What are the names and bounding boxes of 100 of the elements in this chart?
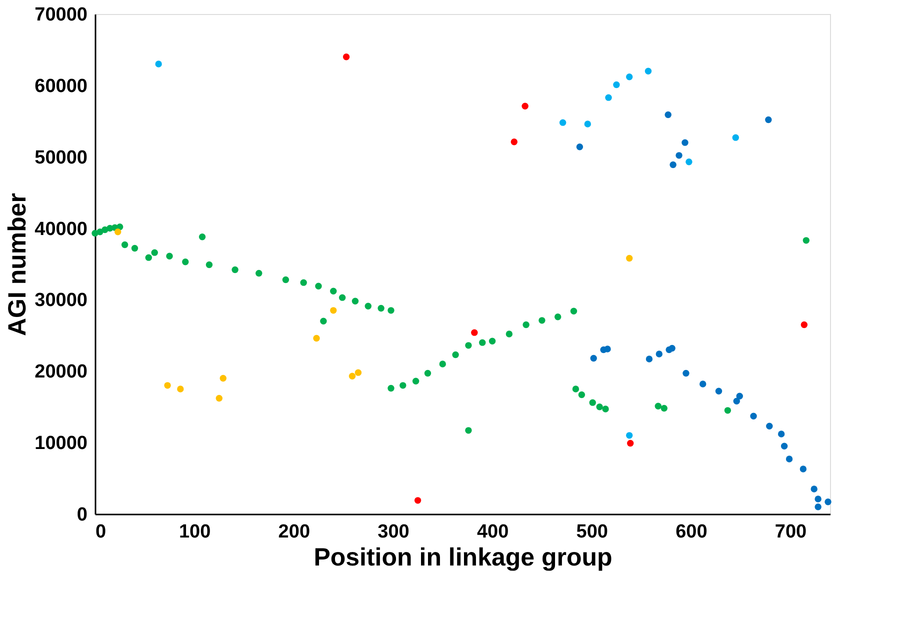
point <box>452 351 459 358</box>
point <box>786 456 793 462</box>
y-axis-title: AGI number <box>4 192 32 336</box>
point <box>538 317 546 324</box>
point <box>313 334 320 342</box>
point <box>388 384 394 392</box>
point <box>182 258 189 266</box>
point <box>613 81 620 88</box>
point <box>778 430 785 438</box>
point <box>412 378 420 384</box>
y-tick-label: 60000 <box>34 76 88 97</box>
point <box>342 54 350 60</box>
point <box>510 138 518 146</box>
point <box>604 346 611 352</box>
x-tick-label: 700 <box>774 522 807 542</box>
point <box>766 422 773 430</box>
point <box>646 356 653 362</box>
point <box>682 370 690 377</box>
point <box>465 427 472 434</box>
y-tick-label: 0 <box>76 504 88 526</box>
point <box>700 380 706 388</box>
x-axis-title: Position in linkage group <box>314 544 612 572</box>
point <box>414 497 422 504</box>
point <box>814 504 822 510</box>
point <box>315 282 322 290</box>
y-tick-label: 10000 <box>34 433 88 454</box>
x-tick-label: 500 <box>576 522 608 542</box>
point <box>626 74 633 80</box>
point <box>330 288 337 294</box>
point <box>578 391 586 398</box>
point <box>506 330 513 338</box>
point <box>216 394 223 402</box>
x-tick-label: 400 <box>476 522 509 542</box>
point <box>780 442 788 450</box>
point <box>320 318 327 324</box>
point <box>177 386 184 392</box>
point <box>664 111 672 118</box>
point <box>570 308 578 314</box>
point <box>300 279 307 286</box>
point <box>596 404 603 410</box>
point <box>479 339 486 346</box>
y-tick-label: 70000 <box>34 4 88 26</box>
x-tick-label: 300 <box>378 522 410 542</box>
point <box>330 307 337 314</box>
point <box>660 404 668 412</box>
point <box>338 294 346 301</box>
point <box>644 68 652 74</box>
point <box>733 398 740 404</box>
point <box>439 360 446 368</box>
point <box>198 234 206 240</box>
point <box>166 252 173 260</box>
x-tick-label: 600 <box>676 522 708 542</box>
x-tick-label: 200 <box>278 522 310 542</box>
point <box>715 388 722 394</box>
point <box>471 329 478 336</box>
point <box>522 321 530 328</box>
point <box>121 241 128 248</box>
point <box>668 344 676 352</box>
point <box>164 382 171 389</box>
y-tick-label: 20000 <box>34 362 88 383</box>
point <box>424 370 432 377</box>
point <box>151 249 158 256</box>
x-tick-label: 100 <box>178 522 211 542</box>
point <box>352 298 359 304</box>
point <box>654 402 662 410</box>
point <box>590 354 597 362</box>
point <box>378 304 384 312</box>
point <box>765 116 772 124</box>
point <box>576 144 584 150</box>
y-tick-label: 40000 <box>34 218 88 240</box>
point <box>824 498 832 506</box>
point <box>626 432 633 439</box>
point <box>686 158 692 166</box>
point <box>131 244 138 252</box>
point <box>220 374 226 382</box>
point <box>732 134 739 141</box>
point <box>605 94 612 101</box>
point <box>354 369 362 376</box>
point <box>559 119 566 126</box>
point <box>627 440 634 447</box>
point <box>589 399 596 406</box>
point <box>465 342 472 349</box>
point <box>388 307 394 314</box>
point <box>282 276 290 284</box>
y-tick-label: 30000 <box>34 290 88 312</box>
point <box>800 321 808 328</box>
point <box>572 386 580 392</box>
point <box>256 270 262 277</box>
point <box>670 161 676 168</box>
point <box>584 120 592 128</box>
point <box>656 350 663 358</box>
point <box>676 152 682 159</box>
point <box>750 412 757 420</box>
point <box>602 406 609 412</box>
point <box>554 314 562 320</box>
x-tick-label: 0 <box>96 522 106 542</box>
point <box>232 266 238 274</box>
point <box>206 261 213 268</box>
point <box>682 139 688 146</box>
point <box>155 60 162 68</box>
